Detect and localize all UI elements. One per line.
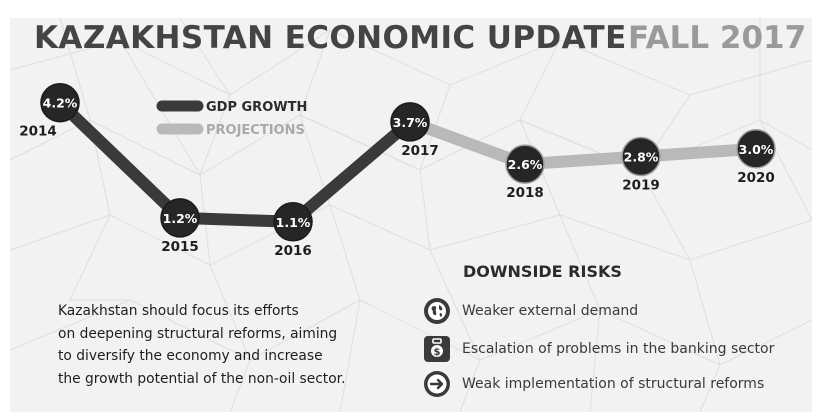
- risk-label: Escalation of problems in the banking se…: [462, 341, 775, 357]
- risk-item-external-demand: Weaker external demand: [424, 298, 638, 324]
- downside-risks-title: DOWNSIDE RISKS: [463, 262, 622, 281]
- year-label: 2015: [161, 239, 199, 255]
- data-point-marker: [736, 129, 776, 169]
- year-label: 2016: [274, 243, 312, 259]
- data-point-marker: [273, 202, 313, 242]
- risk-label: Weaker external demand: [462, 303, 639, 319]
- top-band: [0, 0, 824, 18]
- legend-label: GDP GROWTH: [206, 100, 307, 115]
- page-title: KAZAKHSTAN ECONOMIC UPDATE: [34, 20, 627, 56]
- year-label: 2018: [506, 185, 544, 201]
- risk-item-banking-sector: $ Escalation of problems in the banking …: [424, 336, 774, 362]
- year-label: 2017: [401, 143, 439, 159]
- data-point-marker: [160, 198, 200, 238]
- summary-line: Kazakhstan should focus its efforts: [58, 303, 299, 319]
- summary-line: to diversify the economy and increase: [58, 348, 323, 364]
- risk-label: Weak implementation of structural reform…: [462, 376, 765, 392]
- projections-line: [404, 115, 762, 171]
- gdp-growth-line: [54, 96, 416, 228]
- data-point-marker: [40, 82, 80, 123]
- summary-paragraph: Kazakhstan should focus its efforts on d…: [58, 300, 378, 390]
- page-subtitle: FALL 2017: [628, 20, 807, 56]
- summary-line: on deepening structural reforms, aiming: [58, 325, 338, 342]
- data-label: 4.2%: [43, 96, 78, 111]
- year-label: 2019: [622, 177, 660, 193]
- globe-icon: [424, 298, 450, 324]
- legend-label: PROJECTIONS: [206, 123, 305, 138]
- arrow-right-icon: [424, 371, 450, 397]
- data-label: 3.7%: [393, 115, 428, 130]
- year-label: 2014: [19, 124, 57, 140]
- data-label: 1.2%: [163, 211, 198, 226]
- data-point-marker: [390, 102, 430, 142]
- summary-line: the growth potential of the non-oil sect…: [58, 370, 346, 387]
- money-briefcase-icon: $: [424, 336, 450, 362]
- year-label: 2020: [737, 170, 775, 186]
- data-point-marker: [505, 144, 545, 184]
- svg-text:$: $: [434, 347, 441, 358]
- data-label: 3.0%: [739, 142, 774, 157]
- risk-item-structural-reforms: Weak implementation of structural reform…: [424, 371, 764, 397]
- data-point-marker: [621, 136, 661, 177]
- data-label: 2.8%: [624, 149, 659, 164]
- data-label: 2.6%: [508, 157, 543, 172]
- data-label: 1.1%: [276, 215, 311, 230]
